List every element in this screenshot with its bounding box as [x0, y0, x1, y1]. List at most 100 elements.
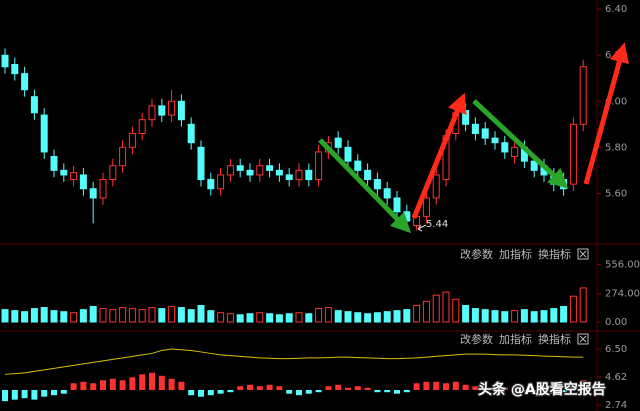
indicator-bar — [541, 390, 547, 396]
indicator-bar — [354, 386, 361, 390]
indicator-bar — [501, 387, 508, 390]
indicator-bar — [51, 390, 57, 396]
candle-body — [422, 197, 430, 217]
candle-body — [99, 179, 107, 199]
y-tick-label: 2.74 — [605, 400, 627, 411]
watermark: 头条 @A股看空报告 — [478, 381, 606, 398]
candle-body — [89, 188, 97, 199]
indicator-bar — [90, 383, 97, 390]
indicator-bar — [198, 390, 204, 397]
indicator-bar — [413, 383, 420, 390]
indicator-bar — [217, 390, 224, 394]
panel-buttons: 改参数 加指标 换指标 改参数 加指标 换指标 — [460, 247, 589, 346]
volume-bar — [79, 309, 87, 323]
candle-body — [40, 114, 48, 153]
volume-bar — [99, 308, 107, 323]
indicator-bar — [296, 390, 302, 396]
candle-body — [177, 100, 185, 121]
down-arrow — [472, 99, 569, 189]
indicator-bar — [521, 390, 528, 393]
candle-body — [226, 165, 234, 176]
candle-body — [275, 169, 283, 176]
close-button[interactable] — [577, 333, 589, 345]
volume-bar — [462, 304, 470, 323]
candle-body — [501, 142, 509, 153]
indicator-bar — [482, 387, 489, 390]
y-tick-label: 5.60 — [605, 188, 627, 199]
indicator-bar — [129, 377, 136, 390]
indicator-bar — [276, 386, 283, 390]
volume-bar — [50, 310, 58, 323]
indicator-bar — [384, 390, 391, 393]
volume-bar — [266, 313, 274, 323]
candle-body — [236, 165, 244, 171]
indicator-bar — [315, 390, 322, 393]
indicator-bar — [11, 390, 18, 400]
y-tick-label: 6.50 — [605, 344, 627, 355]
button[interactable]: 换指标 — [538, 332, 571, 346]
candle-body — [50, 156, 58, 171]
volume-bar — [246, 313, 254, 323]
volume-bar — [501, 311, 509, 323]
candle-body — [138, 119, 146, 135]
candle-body — [481, 128, 489, 139]
volume-bar — [148, 307, 156, 323]
volume-bar — [109, 309, 117, 323]
indicator-bar — [168, 378, 175, 390]
candle-body — [246, 169, 254, 176]
trend-arrows — [318, 42, 630, 234]
indicator-bar — [364, 387, 371, 390]
indicator-bar — [492, 386, 498, 390]
indicator-bar — [325, 386, 332, 390]
volume-bar — [491, 310, 499, 323]
candle-body — [168, 100, 176, 116]
candle-body — [471, 123, 479, 135]
indicator-bar — [41, 390, 48, 397]
y-tick-label: 0.00 — [605, 317, 627, 328]
candle-body — [207, 179, 215, 190]
volume-bar — [60, 311, 68, 323]
button[interactable]: 加指标 — [499, 247, 532, 261]
candle-body — [256, 165, 264, 176]
volume-bar — [119, 307, 127, 323]
volume-bar — [334, 310, 342, 323]
candle-body — [295, 169, 303, 181]
indicator-bar — [580, 380, 587, 390]
y-tick-label: 6.00 — [605, 96, 627, 107]
volume-bar — [354, 312, 362, 323]
button[interactable]: 加指标 — [499, 332, 532, 346]
indicator-bar — [531, 390, 538, 394]
button[interactable]: 改参数 — [460, 332, 493, 346]
y-tick-label: 274.00 — [605, 289, 640, 300]
candle-body — [530, 160, 538, 171]
volume-bar — [128, 308, 136, 323]
indicator-bar — [149, 372, 155, 390]
y-tick-label: 4.62 — [605, 372, 627, 383]
volume-bar — [579, 287, 587, 323]
indicator-bar — [100, 380, 106, 390]
candle-body — [11, 63, 19, 75]
volume-bar — [11, 310, 19, 323]
candle-body — [354, 160, 362, 171]
volume-bar — [21, 311, 29, 323]
volume-bar — [550, 308, 558, 323]
indicator-bar — [472, 386, 479, 390]
indicator-bar — [433, 381, 440, 390]
volume-bar — [520, 309, 528, 323]
volume-bar — [305, 313, 313, 323]
candle-body — [79, 174, 87, 190]
candle-body — [266, 165, 274, 171]
indicator-bar — [256, 386, 263, 390]
volume-bar — [168, 306, 176, 323]
indicator-bar — [188, 390, 195, 396]
candle-body — [511, 146, 519, 158]
volume-bar — [344, 311, 352, 323]
candle-body — [128, 133, 136, 148]
volume-bar — [442, 291, 450, 323]
indicator-bar — [139, 374, 146, 390]
button[interactable]: 换指标 — [538, 247, 571, 261]
indicator-bar — [452, 381, 459, 390]
close-button[interactable] — [577, 248, 589, 260]
button[interactable]: 改参数 — [460, 247, 493, 261]
